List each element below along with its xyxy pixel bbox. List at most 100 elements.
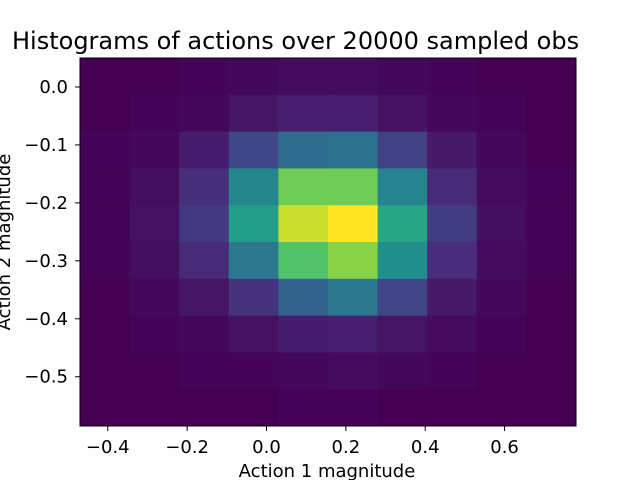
heatmap-cell [80,168,131,206]
heatmap-cell [427,389,478,427]
heatmap-cell [278,168,329,206]
y-axis-ticks: 0.0 −0.1 −0.2 −0.3 −0.4 −0.5 [24,77,80,388]
heatmap-cell [278,58,329,96]
x-tick-label: −0.4 [86,437,130,458]
x-tick-label: 0.6 [490,437,519,458]
heatmap-cell [328,205,379,243]
heatmap-cell [179,352,230,390]
heatmap-cell [179,242,230,280]
heatmap-cell [526,131,577,169]
heatmap-cell [179,131,230,169]
heatmap-cell [328,242,379,280]
heatmap-cell [377,389,428,427]
heatmap-cell [278,94,329,133]
heatmap-cell [80,205,131,243]
heatmap-cell [328,389,379,427]
heatmap-cell [526,278,577,317]
heatmap-cell [526,205,577,243]
heatmap-cell [129,94,180,133]
heatmap-cell [377,242,428,280]
heatmap-cell [278,389,329,427]
heatmap-cell [129,168,180,206]
heatmap-cell [476,389,527,427]
heatmap-cell [377,131,428,169]
heatmap-cell [427,242,478,280]
heatmap-cell [228,94,279,133]
heatmap-cell [129,205,180,243]
heatmap-cell [427,168,478,206]
heatmap-cell [476,168,527,206]
heatmap-cell [228,389,279,427]
heatmap-cell [377,352,428,390]
heatmap-cell [129,131,180,169]
x-tick-label: 0.2 [332,437,361,458]
heatmap-cell [526,352,577,390]
heatmap-cell [328,94,379,133]
heatmap-cell [377,278,428,317]
y-tick-label: 0.0 [39,77,68,98]
heatmap-cell [476,131,527,169]
heatmap-cell [476,352,527,390]
heatmap-cell [179,278,230,317]
heatmap-cell [80,352,131,390]
heatmap-cell [526,58,577,96]
y-axis-label: Action 2 magnitude [0,154,15,331]
heatmap-cell [377,58,428,96]
heatmap-cell [476,315,527,353]
plot-frame [79,57,577,427]
heatmap-cell [526,389,577,427]
heatmap-cell [328,131,379,169]
y-tick-label: −0.2 [24,193,68,214]
heatmap-cell [427,278,478,317]
heatmap-cell [476,278,527,317]
heatmap-cell [179,315,230,353]
heatmap-cell [179,168,230,206]
heatmap-cell [129,389,180,427]
heatmap-cell [476,58,527,96]
heatmap-cell [427,315,478,353]
y-tick-label: −0.3 [24,251,68,272]
heatmap-cell [427,352,478,390]
y-tick-label: −0.1 [24,135,68,156]
heatmap-cell [377,94,428,133]
heatmap-cell [328,58,379,96]
heatmap-cell [179,58,230,96]
heatmap-cell [80,58,131,96]
heatmap-cell [476,205,527,243]
heatmap-cell [476,94,527,133]
heatmap-cell [179,389,230,427]
heatmap-cell [228,131,279,169]
heatmap-cell [228,205,279,243]
heatmap-cell [129,278,180,317]
heatmap-cell [526,242,577,280]
heatmap-cell [80,242,131,280]
heatmap-cell [228,352,279,390]
heatmap-cell [526,315,577,353]
heatmap-cell [179,94,230,133]
heatmap-cell [129,352,180,390]
heatmap-cell [278,131,329,169]
heatmap-cell [80,94,131,133]
heatmap-cell [526,168,577,206]
heatmap-cell [377,315,428,353]
y-tick-label: −0.4 [24,309,68,330]
x-tick-label: 0.4 [411,437,440,458]
heatmap-cell [377,205,428,243]
heatmap-cell [179,205,230,243]
heatmap-cell [476,242,527,280]
heatmap-cell [278,205,329,243]
x-tick-label: 0.0 [252,437,281,458]
heatmap-cell [278,242,329,280]
heatmap-cell [228,242,279,280]
heatmap-cell [328,352,379,390]
heatmap-cell [427,205,478,243]
chart-title: Histograms of actions over 20000 sampled… [12,27,579,55]
heatmap-cell [228,278,279,317]
x-axis-label: Action 1 magnitude [239,461,416,480]
heatmap-cell [278,352,329,390]
heatmap-cell [328,315,379,353]
heatmap-cell [228,58,279,96]
heatmap-cell [80,131,131,169]
heatmap-cells [80,58,577,427]
